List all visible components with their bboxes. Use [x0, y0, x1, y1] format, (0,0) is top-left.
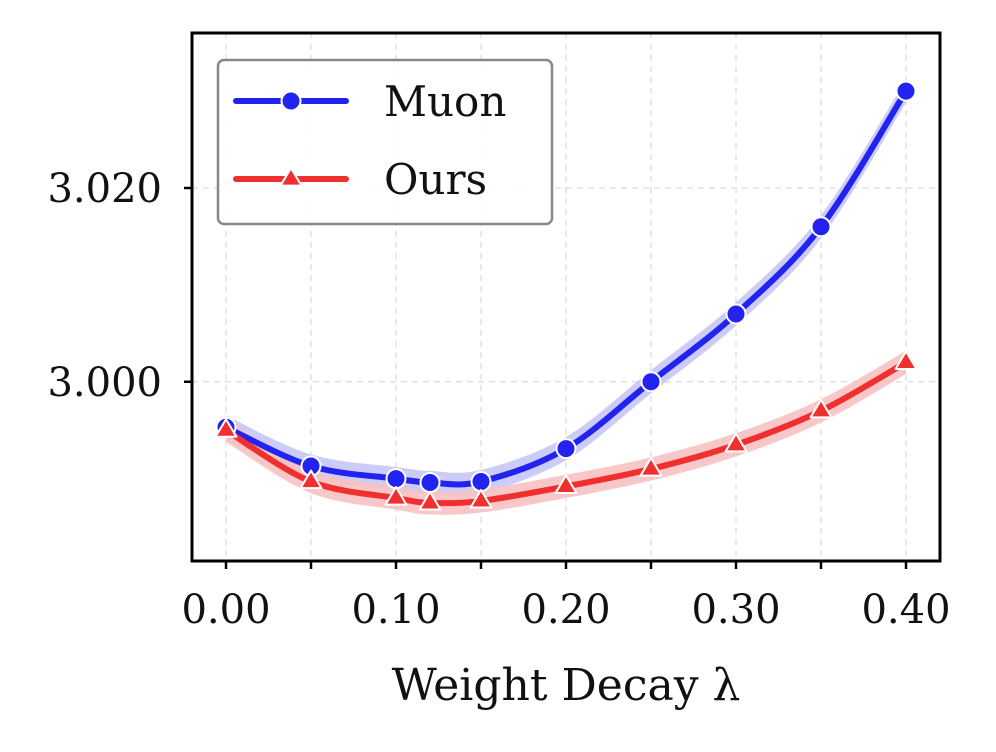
legend-label-ours: Ours	[384, 155, 487, 204]
y-tick-label: 3.020	[47, 166, 162, 212]
point-muon	[640, 371, 662, 393]
point-ours	[299, 469, 323, 490]
x-axis-title: Weight Decay λ	[392, 660, 741, 711]
point-muon	[419, 472, 441, 494]
x-tick-label: 0.20	[521, 587, 610, 633]
point-muon	[810, 216, 832, 238]
point-ours	[418, 490, 442, 511]
point-ours	[894, 350, 918, 370]
point-muon	[385, 468, 407, 490]
legend: Muon Ours	[216, 58, 554, 226]
point-ours	[384, 486, 408, 506]
point-muon	[895, 80, 917, 102]
x-tick-label: 0.30	[691, 587, 780, 633]
legend-marker-ours	[278, 166, 304, 187]
x-tick-label: 0.00	[181, 587, 270, 633]
series-markers	[214, 80, 918, 511]
point-ours	[554, 474, 578, 495]
point-muon	[725, 303, 747, 325]
band-muon	[226, 79, 906, 497]
point-ours	[809, 398, 833, 419]
point-ours	[214, 418, 238, 438]
line-ours	[223, 359, 909, 507]
legend-marker-muon	[280, 90, 302, 112]
y-tick-label: 3.000	[47, 360, 162, 406]
point-muon	[555, 438, 577, 460]
point-ours	[469, 488, 493, 509]
point-muon	[470, 471, 492, 493]
point-ours	[639, 456, 663, 477]
legend-label-muon: Muon	[384, 77, 506, 126]
point-ours	[724, 432, 748, 453]
x-tick-label: 0.40	[861, 587, 950, 633]
x-tick-label: 0.10	[351, 587, 440, 633]
axis-ticks: 0.00 0.10 0.20 0.30 0.40 3.000 3.020	[47, 166, 950, 633]
